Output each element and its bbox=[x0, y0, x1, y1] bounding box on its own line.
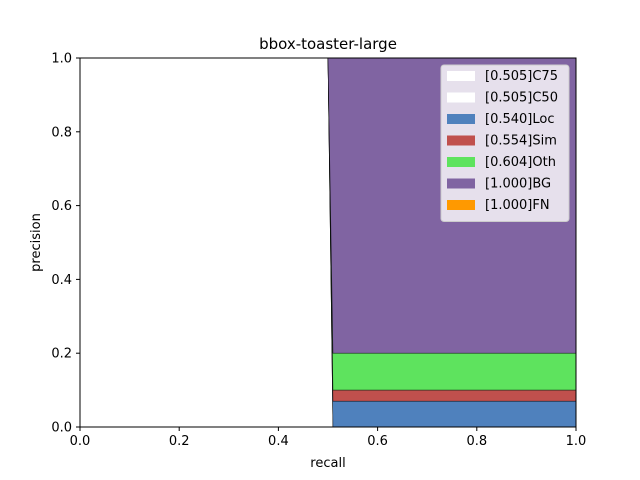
area-0-505-c75 bbox=[80, 58, 576, 427]
legend-swatch bbox=[447, 135, 475, 146]
y-tick-label: 0.4 bbox=[51, 273, 72, 288]
x-tick-label: 0.8 bbox=[466, 434, 487, 449]
legend-label: [0.604]Oth bbox=[485, 155, 556, 170]
legend-label: [0.505]C50 bbox=[485, 91, 558, 106]
legend-swatch bbox=[447, 200, 475, 210]
x-tick-label: 0.6 bbox=[367, 434, 388, 449]
legend-swatch bbox=[447, 157, 475, 167]
legend-swatch bbox=[447, 92, 475, 103]
legend-label: [0.540]Loc bbox=[485, 112, 554, 127]
axes: 0.0 0.2 0.4 0.6 0.8 1.0 0.0 0.2 0.4 0.6 0.8 1.0 bbox=[51, 52, 586, 450]
y-tick-label: 0.2 bbox=[51, 347, 72, 362]
legend-label: [0.505]C75 bbox=[485, 69, 558, 84]
y-tick-label: 1.0 bbox=[51, 52, 72, 67]
legend-label: [1.000]FN bbox=[485, 198, 550, 213]
x-tick-label: 0.0 bbox=[70, 434, 91, 449]
x-tick-label: 0.2 bbox=[169, 434, 190, 449]
x-tick-label: 0.4 bbox=[268, 434, 289, 449]
legend-label: [1.000]BG bbox=[485, 177, 551, 192]
legend-label: [0.554]Sim bbox=[485, 134, 557, 149]
chart-title: bbox-toaster-large bbox=[259, 35, 397, 53]
y-axis-title: precision bbox=[29, 213, 44, 272]
y-tick-label: 0.0 bbox=[51, 421, 72, 436]
legend-swatch bbox=[447, 71, 475, 81]
y-tick-label: 0.6 bbox=[51, 199, 72, 214]
legend: [0.505]C75 [0.505]C50 [0.540]Loc [0.554]Sim… bbox=[440, 64, 570, 222]
legend-swatch bbox=[447, 178, 475, 189]
x-tick-label: 1.0 bbox=[566, 434, 587, 449]
y-tick-label: 0.8 bbox=[51, 125, 72, 140]
legend-swatch bbox=[447, 114, 475, 124]
plot-frame bbox=[79, 57, 577, 428]
x-axis-title: recall bbox=[310, 456, 345, 471]
